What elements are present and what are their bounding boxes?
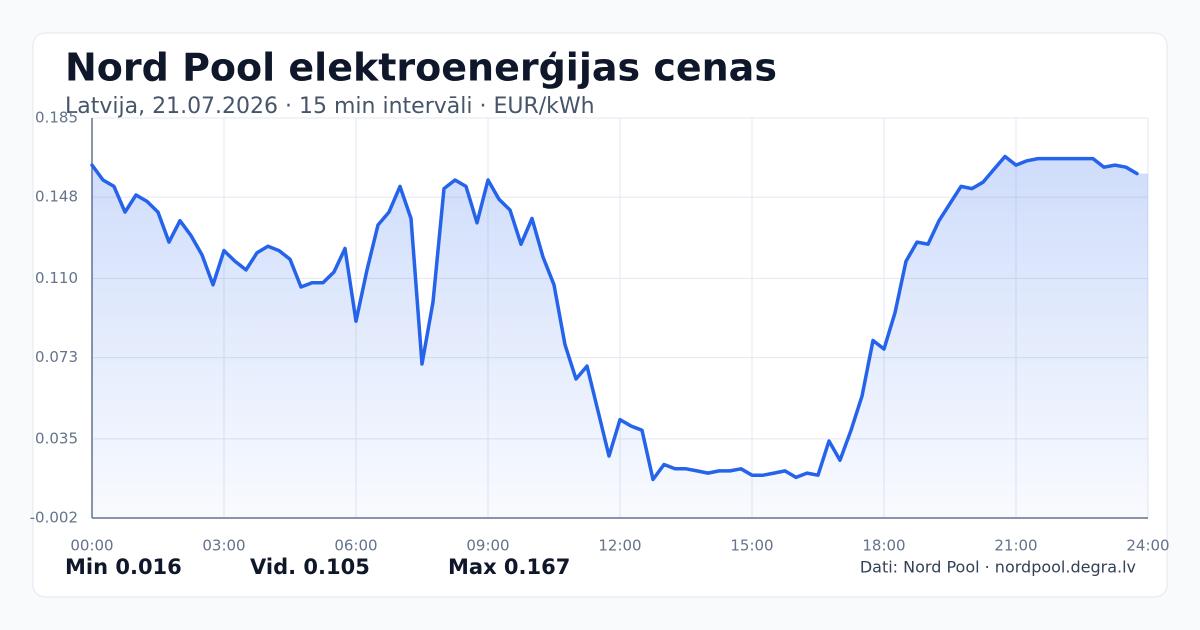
plot: -0.002 0.035 0.073 0.110 0.148 0.185 00:00 03:0… [30,109,1170,555]
y-tick-label: -0.002 [30,509,78,527]
x-tick-label: 06:00 [334,537,377,555]
stat-min: Min 0.016 [65,555,182,579]
area [92,156,1148,518]
source: Dati: Nord Pool · nordpool.degra.lv [860,558,1136,577]
x-tick-label: 03:00 [202,537,245,555]
x-tick-label: 09:00 [466,537,509,555]
x-tick-label: 15:00 [730,537,773,555]
y-tick-label: 0.035 [35,429,78,447]
y-tick-label: 0.073 [35,348,78,366]
x-tick-label: 18:00 [862,537,905,555]
x-tick-label: 12:00 [598,537,641,555]
stat-avg: Vid. 0.105 [250,555,370,579]
y-tick-label: 0.185 [35,109,78,127]
x-tick-label: 21:00 [994,537,1037,555]
line [90,154,1139,482]
x-tick-label: 00:00 [70,537,113,555]
x-tick-label: 24:00 [1126,537,1169,555]
stat-max: Max 0.167 [448,555,570,579]
chart-title: Nord Pool elektroenerģijas cenas [65,46,777,90]
y-tick-label: 0.148 [35,188,78,206]
chart-subtitle: Latvija, 21.07.2026 · 15 min intervāli ·… [65,94,595,119]
y-tick-label: 0.110 [35,269,78,287]
